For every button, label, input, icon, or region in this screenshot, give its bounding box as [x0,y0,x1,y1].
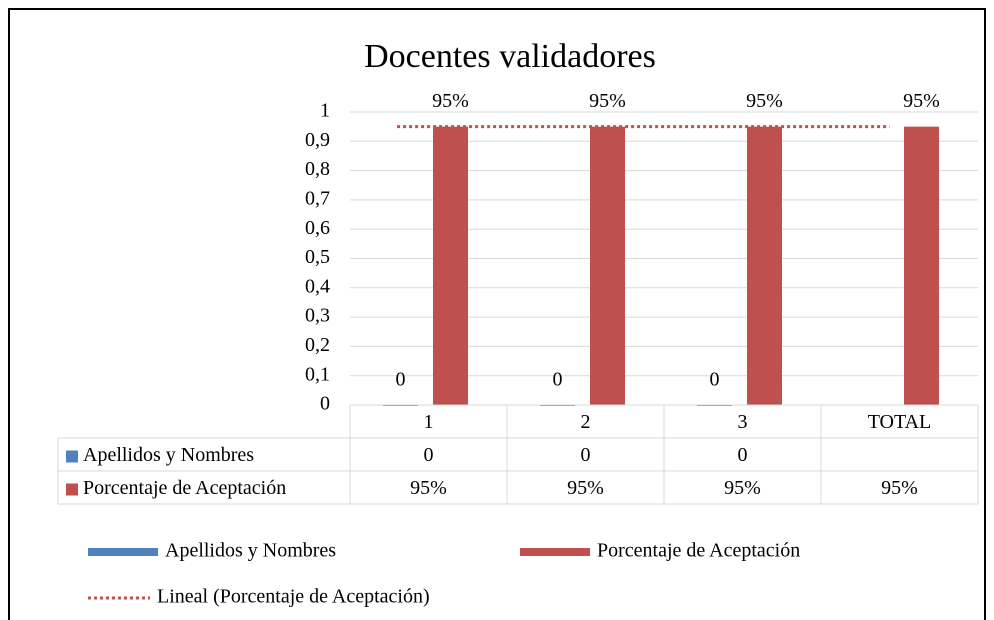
y-tick-label: 0,6 [305,217,330,239]
y-tick-label: 0,9 [305,129,330,151]
legend-label: Apellidos y Nombres [165,540,336,562]
chart-title: Docentes validadores [364,38,656,75]
legend-label: Lineal (Porcentaje de Aceptación) [157,586,430,608]
data-label: 95% [589,90,626,112]
table-series-name: Porcentaje de Aceptación [83,477,286,499]
bar [590,126,625,406]
legend-key [88,548,158,556]
data-label: 0 [710,369,720,391]
x-tick-label: 1 [424,411,434,433]
legend-key [66,450,78,463]
y-tick-label: 0,5 [305,246,330,268]
y-tick-label: 0,8 [305,158,330,180]
legend-label: Porcentaje de Aceptación [597,540,800,562]
y-tick-label: 0 [320,393,330,415]
data-label: 0 [553,369,563,391]
bar [433,126,468,406]
table-cell: 0 [738,444,748,466]
y-tick-label: 0,4 [305,275,330,297]
y-tick-label: 0,7 [305,187,330,209]
y-tick-label: 0,1 [305,363,330,385]
x-tick-label: TOTAL [868,411,932,433]
y-tick-label: 1 [320,100,330,122]
table-cell: 95% [410,477,447,499]
table-cell: 95% [567,477,604,499]
data-label: 0 [396,369,406,391]
table-series-name: Apellidos y Nombres [83,444,254,466]
bar [747,126,782,406]
x-tick-label: 2 [581,411,591,433]
data-label: 95% [903,90,940,112]
table-cell: 95% [724,477,761,499]
chart-border [8,8,986,620]
bar [904,126,939,406]
table-cell: 95% [881,477,918,499]
data-label: 95% [432,90,469,112]
data-label: 95% [746,90,783,112]
legend-key [520,548,590,556]
y-tick-label: 0,2 [305,334,330,356]
y-tick-label: 0,3 [305,305,330,327]
x-tick-label: 3 [738,411,748,433]
table-cell: 0 [581,444,591,466]
legend-key [66,483,78,496]
table-cell: 0 [424,444,434,466]
